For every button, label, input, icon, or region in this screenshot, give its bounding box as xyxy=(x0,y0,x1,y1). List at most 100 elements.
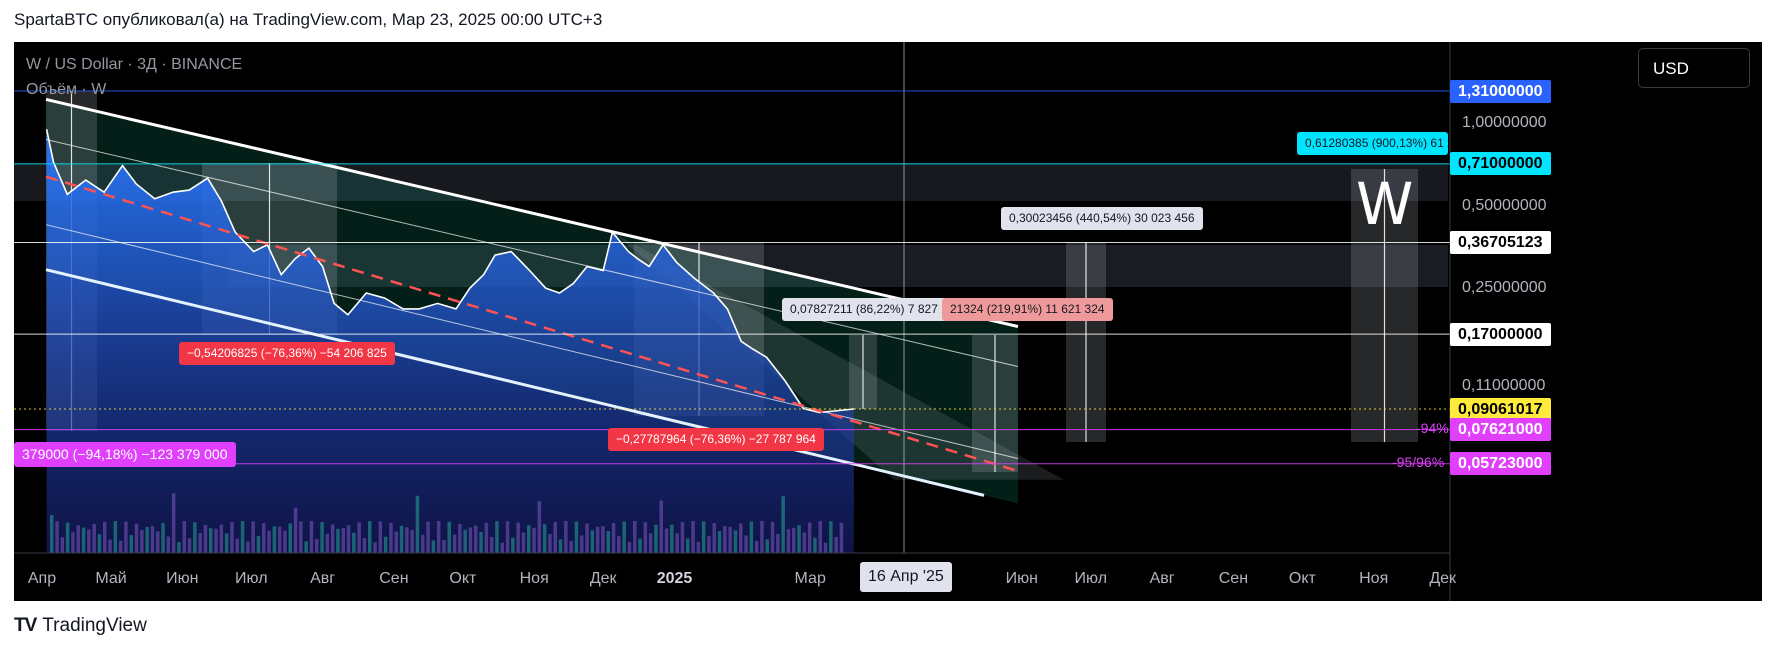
volume-bar xyxy=(156,531,160,553)
measurement-label[interactable]: 0,61280385 (900,13%) 61 280 3 xyxy=(1297,132,1448,155)
symbol-title[interactable]: W / US Dollar · 3Д · BINANCE xyxy=(26,56,243,73)
volume-bar xyxy=(505,521,510,553)
y-tick-label: 0,50000000 xyxy=(1462,196,1547,214)
volume-bar xyxy=(134,523,139,553)
volume-bar xyxy=(198,532,202,553)
volume-bar xyxy=(765,539,769,553)
volume-bar xyxy=(627,541,632,553)
volume-bar xyxy=(405,527,409,553)
channel-top-line xyxy=(45,98,1019,329)
volume-bar xyxy=(717,531,722,553)
volume-bar xyxy=(807,522,812,553)
x-tick-label: Апр xyxy=(27,570,57,587)
measurement-label[interactable]: 21324 (219,91%) 11 621 324 xyxy=(942,298,1113,321)
volume-bar xyxy=(330,524,335,553)
volume-bar xyxy=(585,523,589,553)
tradingview-logo-icon[interactable]: TV xyxy=(14,615,37,636)
measurement-label[interactable]: 0,07827211 (86,22%) 7 827 211 xyxy=(782,298,969,321)
volume-bar xyxy=(532,527,536,553)
x-tick-label: Ноя xyxy=(519,570,549,587)
volume-label[interactable]: Объём · W xyxy=(26,81,107,98)
volume-bar xyxy=(516,522,520,553)
volume-bar xyxy=(712,523,716,553)
volume-bar xyxy=(823,542,828,553)
volume-bar xyxy=(383,536,388,553)
volume-bar xyxy=(60,537,65,553)
volume-bar xyxy=(193,522,197,553)
volume-bar xyxy=(55,521,59,553)
price-level-label[interactable]: 0,09061017 xyxy=(1450,397,1551,421)
volume-bar xyxy=(595,526,600,553)
volume-bar xyxy=(161,522,165,553)
chart-frame[interactable]: W / US Dollar · 3Д · BINANCE Объём · W U… xyxy=(14,42,1762,601)
volume-bar xyxy=(468,527,473,553)
volume-bar xyxy=(368,521,372,553)
volume-bar xyxy=(643,522,648,553)
volume-bar xyxy=(686,538,690,553)
currency-selector[interactable]: USD xyxy=(1638,48,1750,88)
x-tick-label: Ноя xyxy=(1359,570,1389,587)
footer-brand[interactable]: TradingView xyxy=(42,615,147,636)
measurement-label[interactable]: 379000 (−94,18%) −123 379 000 xyxy=(14,442,236,467)
volume-bar xyxy=(431,540,436,553)
volume-bar xyxy=(537,501,542,553)
price-level-label[interactable]: 1,31000000 xyxy=(1450,79,1551,103)
volume-bar xyxy=(224,533,229,553)
volume-bar xyxy=(362,537,367,553)
volume-bar xyxy=(484,522,489,553)
volume-bar xyxy=(394,531,398,553)
volume-bar xyxy=(320,522,324,553)
price-level-label[interactable]: 0,71000000 xyxy=(1450,152,1551,176)
volume-bar xyxy=(664,528,669,553)
channel-midline xyxy=(45,175,1019,473)
volume-bar xyxy=(240,521,245,553)
measurement-label[interactable]: 0,30023456 (440,54%) 30 023 456 xyxy=(1001,207,1203,230)
volume-bar xyxy=(792,527,796,553)
volume-bar xyxy=(749,521,754,553)
volume-bar xyxy=(113,521,118,553)
price-level-label[interactable]: 0,05723000 xyxy=(1450,452,1551,476)
volume-bar xyxy=(415,495,420,553)
price-level-label[interactable]: 0,36705123 xyxy=(1450,230,1551,254)
volume-bar xyxy=(81,527,86,553)
volume-bar xyxy=(638,538,642,553)
measurement-label[interactable]: −0,27787964 (−76,36%) −27 787 964 xyxy=(608,428,824,451)
volume-bar xyxy=(479,531,483,553)
volume-bar xyxy=(733,530,738,553)
volume-bar xyxy=(553,521,557,553)
volume-bar xyxy=(474,525,478,553)
volume-bar xyxy=(760,521,764,553)
volume-bar xyxy=(71,532,75,553)
x-tick-label: Июн xyxy=(166,570,199,587)
measurement-label[interactable]: −0,54206825 (−76,36%) −54 206 825 xyxy=(179,342,395,365)
volume-bar xyxy=(293,507,298,553)
volume-bar xyxy=(145,526,149,553)
channel-inner-line xyxy=(45,138,1019,368)
x-tick-label: Июн xyxy=(1005,570,1038,587)
volume-bar xyxy=(744,535,748,553)
resistance-zone xyxy=(229,245,1448,287)
price-level-label[interactable]: 0,17000000 xyxy=(1450,322,1551,346)
x-tick-label: Май xyxy=(95,570,127,587)
crosshair-date-label: 16 Апр '25 xyxy=(860,562,952,592)
volume-bar xyxy=(251,521,255,553)
volume-bar xyxy=(781,496,785,553)
volume-bar xyxy=(601,526,605,553)
volume-bar xyxy=(728,526,732,553)
target-pct-label: -94% xyxy=(1416,419,1449,436)
volume-bar xyxy=(283,530,287,553)
x-tick-label: Окт xyxy=(1288,570,1316,587)
price-level-label[interactable]: 0,07621000 xyxy=(1450,418,1551,442)
volume-bar xyxy=(187,538,192,553)
volume-bar xyxy=(219,524,224,553)
volume-bar xyxy=(606,531,610,553)
volume-bar xyxy=(707,536,711,553)
volume-bar xyxy=(786,529,791,553)
volume-bar xyxy=(299,521,303,553)
volume-bar xyxy=(511,537,515,553)
volume-bar xyxy=(304,541,308,553)
volume-bar xyxy=(352,532,356,553)
volume-bar xyxy=(458,523,462,553)
volume-bar xyxy=(834,537,838,553)
volume-bar xyxy=(118,540,123,553)
